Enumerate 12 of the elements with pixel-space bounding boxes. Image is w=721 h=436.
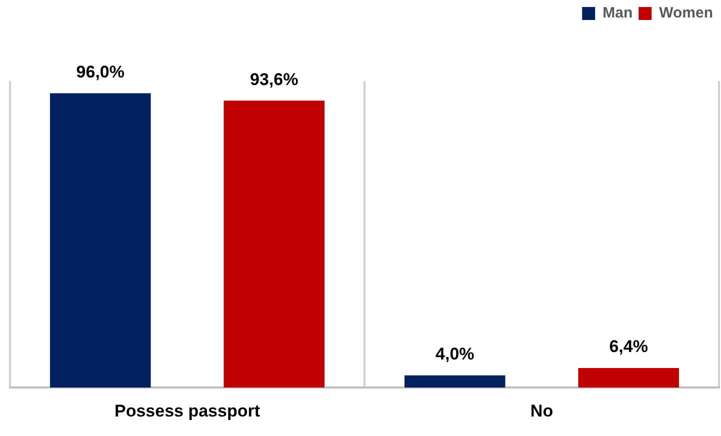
bar xyxy=(404,375,506,388)
data-label: 93,6% xyxy=(250,70,298,89)
data-label: 4,0% xyxy=(436,344,474,364)
bar xyxy=(578,368,679,388)
data-label: 6,4% xyxy=(609,337,648,356)
x-tick-label: Possess passport xyxy=(114,401,260,420)
legend-label: Women xyxy=(659,4,714,22)
x-tick-label: No xyxy=(530,401,554,420)
legend-label: Man xyxy=(602,4,633,22)
bar xyxy=(50,93,151,388)
data-label: 96,0% xyxy=(76,62,124,82)
bar xyxy=(224,100,324,388)
